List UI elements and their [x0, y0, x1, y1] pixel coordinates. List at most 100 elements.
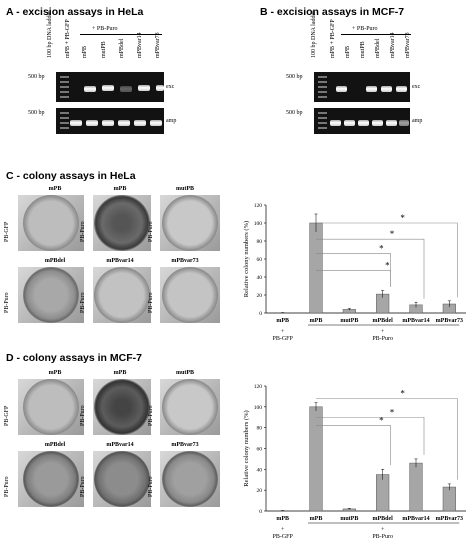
- chartD-x-tick-label: mPBvar14: [402, 516, 429, 522]
- plate-d5: [94, 451, 150, 507]
- chartC-x-tick-label: mutPB: [340, 318, 358, 324]
- chartD-y-tick-label: 80: [257, 426, 263, 432]
- chartC-sig-star: *: [379, 244, 384, 254]
- chartD-x-tick-label: mPBvar73: [436, 516, 463, 522]
- plate-d2: [94, 379, 150, 435]
- plate-c6: [162, 267, 218, 323]
- plate-c5: [94, 267, 150, 323]
- chartD-group-plus-1: +: [281, 527, 285, 533]
- chartC-x-tick-label: mPBvar14: [402, 318, 429, 324]
- chartC-y-tick-label: 0: [259, 311, 262, 317]
- plate-c4: [23, 267, 79, 323]
- chartD-bar: [409, 462, 423, 512]
- chartC-sig-bracket: [316, 222, 458, 298]
- chartD-y-tick-label: 20: [257, 488, 263, 494]
- chartC-y-tick-label: 60: [257, 257, 263, 263]
- plate-c1: [23, 195, 79, 251]
- plate-d5-title: mPBvar14: [106, 442, 134, 448]
- plate-d6: [162, 451, 218, 507]
- gel-b-marker-bottom: 500 bp: [286, 110, 303, 116]
- gel-b-amp-label: amp: [412, 118, 423, 124]
- gel-a-amp-label: amp: [166, 118, 177, 124]
- chartD-y-tick-label: 40: [257, 467, 263, 473]
- chartD-sig-bracket: [316, 416, 425, 455]
- chartC-sig-bracket: [316, 270, 391, 287]
- chartD-y-tick-label: 100: [254, 405, 263, 411]
- plate-c6-title: mPBvar73: [171, 258, 199, 264]
- section-a-title: A - excision assays in HeLa: [6, 6, 144, 18]
- chartD-group-label-1: PB-GFP: [272, 534, 293, 540]
- chartD-sig-bracket: [316, 425, 391, 466]
- chartC-sig-star: *: [390, 229, 395, 239]
- chartD-sig-star: *: [390, 407, 395, 417]
- chartC-y-tick-label: 100: [254, 221, 263, 227]
- chartD-sig-bracket: [316, 398, 458, 480]
- gel-a-group-label: + PB-Puro: [92, 26, 118, 32]
- chartC-y-tick-label: 20: [257, 293, 263, 299]
- chartC-group-label-2: PB-Puro: [372, 336, 393, 342]
- chartD-y-tick-label: 0: [259, 509, 262, 515]
- section-b-title: B - excision assays in MCF-7: [260, 6, 405, 18]
- chartD-sig-star: *: [379, 416, 384, 426]
- chartD-x-tick-label: mutPB: [340, 516, 358, 522]
- plate-c3: [162, 195, 218, 251]
- gel-a-marker-bottom: 500 bp: [28, 110, 45, 116]
- chartD-bar: [442, 486, 456, 512]
- gel-a-upper: [56, 72, 164, 102]
- plate-c2: [94, 195, 150, 251]
- chartC-x-tick-label: mPB: [310, 318, 323, 324]
- chartC-y-tick-label: 80: [257, 239, 263, 245]
- gel-b-group-label: + PB-Puro: [352, 26, 378, 32]
- chartD-y-axis-label: Relative colony numbers (%): [243, 410, 250, 486]
- chartD-bar: [376, 474, 390, 512]
- plate-d1: [23, 379, 79, 435]
- gel-a-lower: [56, 108, 164, 134]
- chartD-x-tick-label: mPBdel: [372, 516, 393, 522]
- chartD-x-tick-label: mPB: [276, 516, 289, 522]
- chartC-x-tick-label: mPBvar73: [436, 318, 463, 324]
- chartC-sig-star: *: [385, 261, 390, 271]
- plate-c2-title: mPB: [113, 186, 127, 192]
- chartC-x-tick-label: mPB: [276, 318, 289, 324]
- plate-d3: [162, 379, 218, 435]
- plate-d3-title: mutPB: [176, 370, 194, 376]
- chartD-group-label-2: PB-Puro: [372, 534, 393, 540]
- plate-c5-title: mPBvar14: [106, 258, 134, 264]
- chartC-group-plus-1: +: [281, 329, 285, 335]
- chartC-group-label-1: PB-GFP: [272, 336, 293, 342]
- chartD-x-tick-label: mPB: [310, 516, 323, 522]
- chartD-y-tick-label: 60: [257, 447, 263, 453]
- gel-b-upper: [314, 72, 410, 102]
- plate-c3-title: mutPB: [176, 186, 194, 192]
- chartD-bar: [309, 406, 323, 512]
- gel-b-marker-top: 500 bp: [286, 74, 303, 80]
- plate-d4: [23, 451, 79, 507]
- section-c-title: C - colony assays in HeLa: [6, 170, 136, 182]
- plate-d1-title: mPB: [48, 370, 62, 376]
- plate-d6-title: mPBvar73: [171, 442, 199, 448]
- chartC-bar: [309, 222, 323, 314]
- chartC-y-axis-label: Relative colony numbers (%): [243, 221, 250, 297]
- chartC-group-plus-2: +: [381, 329, 385, 335]
- plate-c1-title: mPB: [48, 186, 62, 192]
- chartC-y-tick-label: 120: [254, 203, 263, 209]
- section-d-title: D - colony assays in MCF-7: [6, 352, 142, 364]
- gel-a-group-line: [80, 34, 162, 35]
- gel-a-marker-top: 500 bp: [28, 74, 45, 80]
- chartD-sig-star: *: [400, 389, 405, 399]
- gel-a-exc-label: exc: [166, 84, 175, 90]
- gel-b-group-line: [341, 34, 411, 35]
- chartC-x-tick-label: mPBdel: [372, 318, 393, 324]
- gel-b-lower: [314, 108, 410, 134]
- plate-d4-title: mPBdel: [44, 442, 66, 448]
- chartC-y-tick-label: 40: [257, 275, 263, 281]
- chartD-group-plus-2: +: [381, 527, 385, 533]
- chartC-sig-bracket: [316, 253, 391, 287]
- gel-b-exc-label: exc: [412, 84, 421, 90]
- plate-c4-title: mPBdel: [44, 258, 66, 264]
- chartD-y-tick-label: 120: [254, 384, 263, 390]
- plate-d2-title: mPB: [113, 370, 127, 376]
- chartC-sig-star: *: [400, 213, 405, 223]
- chartC-sig-bracket: [316, 238, 425, 299]
